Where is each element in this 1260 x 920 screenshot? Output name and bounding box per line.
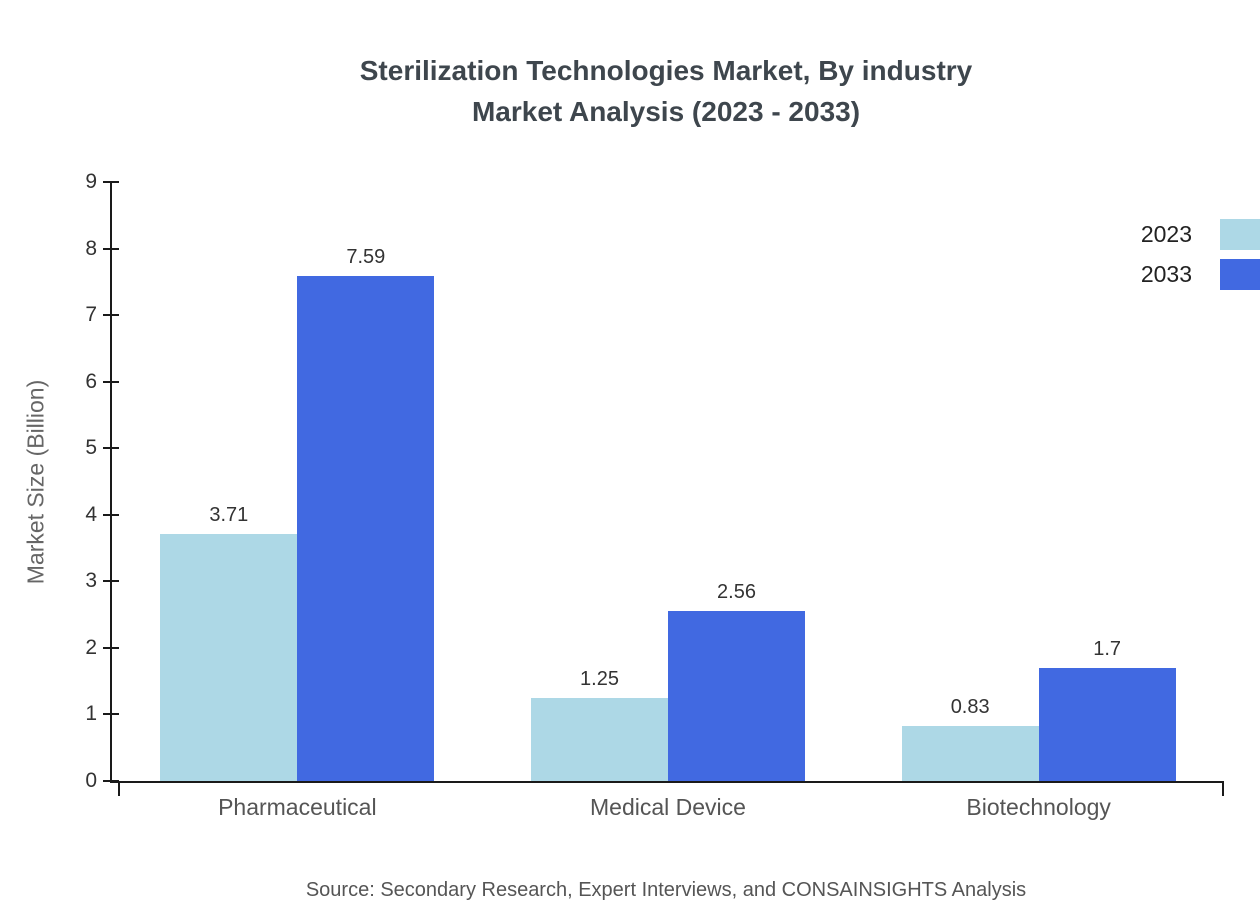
bar-2023-biotechnology [901, 725, 1039, 781]
legend: 2023 2033 [1141, 219, 1260, 290]
bar-group-pharmaceutical: 3.71 7.59 [112, 182, 483, 781]
bar-2033-medical-device [667, 610, 805, 781]
chart-title-line-1: Sterilization Technologies Market, By in… [359, 55, 973, 86]
legend-label: 2033 [1140, 261, 1192, 287]
y-tick-mark [103, 247, 119, 250]
bar-value-label: 0.83 [950, 695, 990, 718]
y-tick-mark [103, 447, 119, 450]
bar-column: 7.59 [297, 182, 435, 781]
y-tick-label: 8 [85, 236, 97, 260]
bar-column: 3.71 [160, 182, 298, 781]
y-tick-mark [103, 580, 119, 583]
bar-column: 1.7 [1038, 182, 1176, 781]
y-tick-mark [103, 780, 119, 782]
bar-2033-biotechnology [1038, 667, 1176, 781]
bar-2023-pharmaceutical [160, 534, 298, 781]
y-tick-label: 3 [85, 569, 97, 593]
y-tick-label: 4 [85, 502, 97, 526]
bar-column: 0.83 [901, 182, 1039, 781]
plot-area: 0 1 2 3 4 5 6 7 8 9 3.71 7.59 Pharmaceutical 1.25 2.56… [85, 170, 1224, 820]
y-tick-mark [103, 181, 119, 183]
bar-group-biotechnology: 0.83 1.7 [853, 182, 1224, 781]
bar-value-label: 7.59 [346, 245, 386, 268]
legend-swatch [1220, 219, 1260, 250]
y-tick-label: 0 [85, 769, 97, 792]
legend-row-2033: 2033 [1141, 259, 1260, 290]
x-axis-category-label: Medical Device [590, 794, 746, 820]
chart-title: Sterilization Technologies Market, By in… [110, 50, 1222, 132]
legend-swatch [1220, 259, 1260, 290]
y-tick-mark [103, 713, 119, 716]
y-tick-label: 2 [85, 635, 97, 659]
bar-column: 1.25 [530, 182, 668, 781]
bar-value-label: 1.7 [1093, 637, 1122, 660]
bar-2023-medical-device [530, 697, 668, 781]
y-axis-title: Market Size (Billion) [22, 379, 49, 585]
x-axis-category-label: Biotechnology [966, 794, 1111, 820]
y-tick-label: 5 [85, 436, 97, 460]
x-axis-category-label: Pharmaceutical [218, 794, 377, 820]
bar-value-label: 3.71 [209, 504, 249, 527]
y-tick-label: 6 [85, 369, 97, 393]
chart-title-line-2: Market Analysis (2023 - 2033) [471, 96, 861, 127]
legend-row-2023: 2023 [1141, 219, 1260, 250]
bar-value-label: 1.25 [580, 667, 619, 690]
y-tick-mark [103, 380, 119, 383]
y-tick-label: 9 [85, 170, 97, 193]
y-tick-label: 7 [85, 303, 97, 327]
bar-column: 2.56 [667, 182, 805, 781]
y-tick-mark [103, 513, 119, 516]
bar-value-label: 2.56 [717, 580, 756, 603]
y-tick-mark [103, 314, 119, 317]
bar-group-medical-device: 1.25 2.56 [483, 182, 854, 781]
bar-2033-pharmaceutical [297, 275, 435, 781]
y-tick-label: 1 [85, 702, 97, 726]
y-tick-mark [103, 646, 119, 649]
legend-label: 2023 [1140, 221, 1192, 247]
source-note: Source: Secondary Research, Expert Inter… [305, 879, 1027, 901]
